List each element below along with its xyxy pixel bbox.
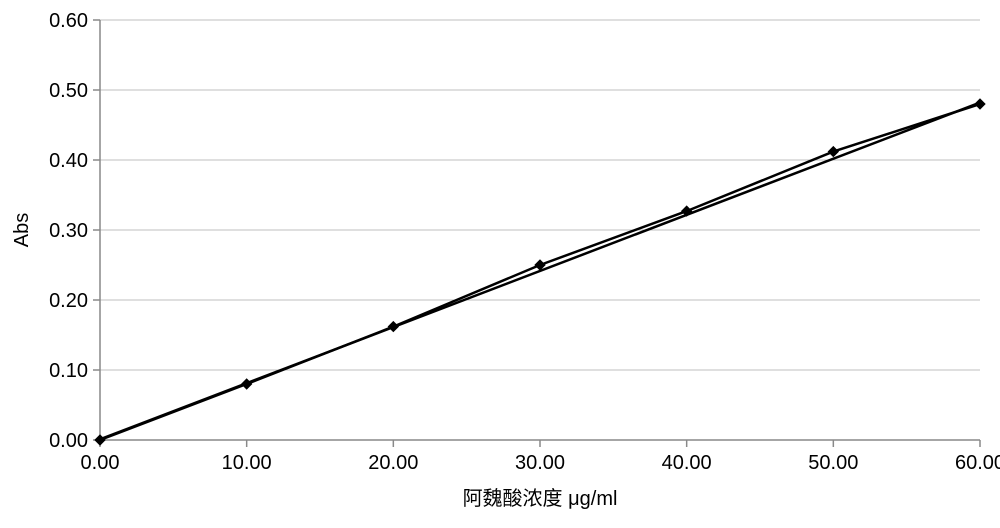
chart-bg: [0, 0, 1000, 528]
x-tick-label: 30.00: [515, 452, 565, 474]
y-tick-label: 0.00: [49, 430, 88, 452]
y-tick-label: 0.60: [49, 10, 88, 32]
calibration-chart: 0.00 10.00 20.00 30.00 40.00 50.00 60.00 0.00 0.…: [0, 0, 1000, 528]
x-tick-label: 50.00: [808, 452, 858, 474]
y-tick-label: 0.30: [49, 220, 88, 242]
x-tick-label: 20.00: [368, 452, 418, 474]
chart-container: 0.00 10.00 20.00 30.00 40.00 50.00 60.00 0.00 0.…: [0, 0, 1000, 528]
x-tick-label: 0.00: [81, 452, 120, 474]
x-tick-label: 40.00: [662, 452, 712, 474]
x-axis-label: 阿魏酸浓度 μg/ml: [463, 487, 618, 510]
y-axis-label: Abs: [11, 213, 33, 247]
y-tick-label: 0.10: [49, 360, 88, 382]
x-tick-label: 10.00: [222, 452, 272, 474]
y-tick-label: 0.50: [49, 80, 88, 102]
x-tick-label: 60.00: [955, 452, 1000, 474]
y-tick-label: 0.20: [49, 290, 88, 312]
y-tick-label: 0.40: [49, 150, 88, 172]
